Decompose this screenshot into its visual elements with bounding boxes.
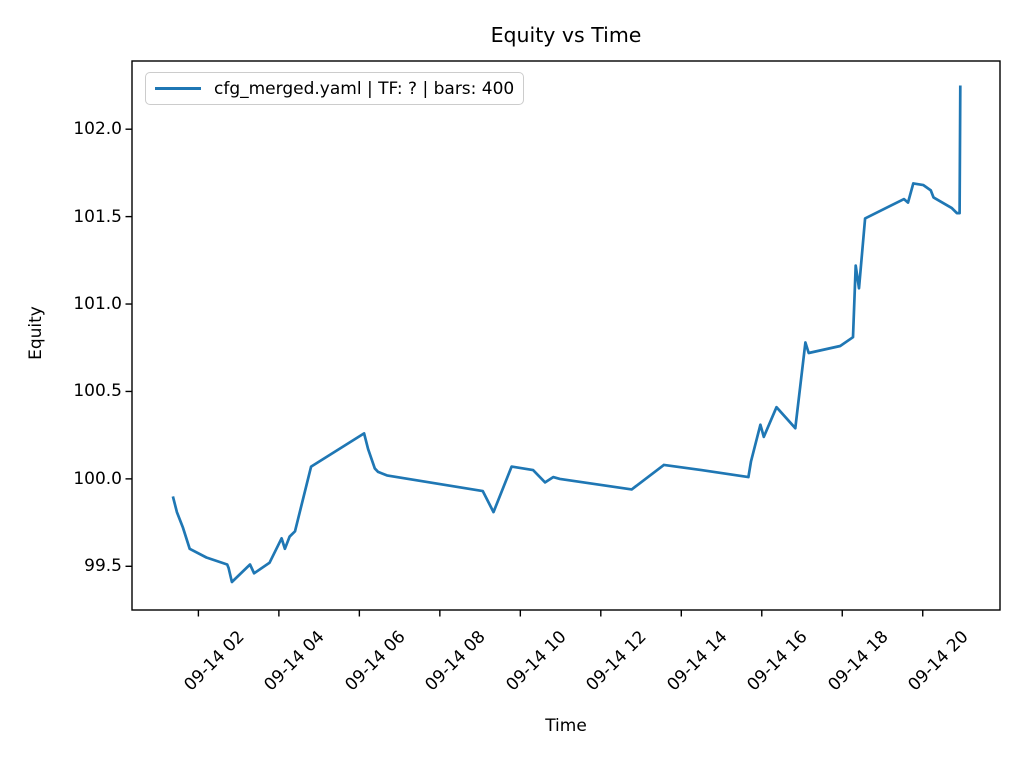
x-axis-label: Time (545, 716, 587, 736)
y-tick-label: 99.5 (84, 556, 122, 577)
y-tick-label: 101.0 (73, 294, 122, 315)
legend-line-sample (155, 87, 201, 90)
y-tick-label: 102.0 (73, 119, 122, 140)
legend-label: cfg_merged.yaml | TF: ? | bars: 400 (214, 78, 515, 99)
legend: cfg_merged.yaml | TF: ? | bars: 400 (145, 72, 525, 105)
chart-title: Equity vs Time (490, 23, 642, 47)
y-tick-label: 100.0 (73, 468, 122, 489)
equity-line (171, 85, 962, 584)
y-tick-label: 100.5 (73, 381, 122, 402)
axes-frame (131, 60, 1001, 611)
y-axis-label: Equity (26, 306, 46, 360)
y-tick-label: 101.5 (73, 206, 122, 227)
